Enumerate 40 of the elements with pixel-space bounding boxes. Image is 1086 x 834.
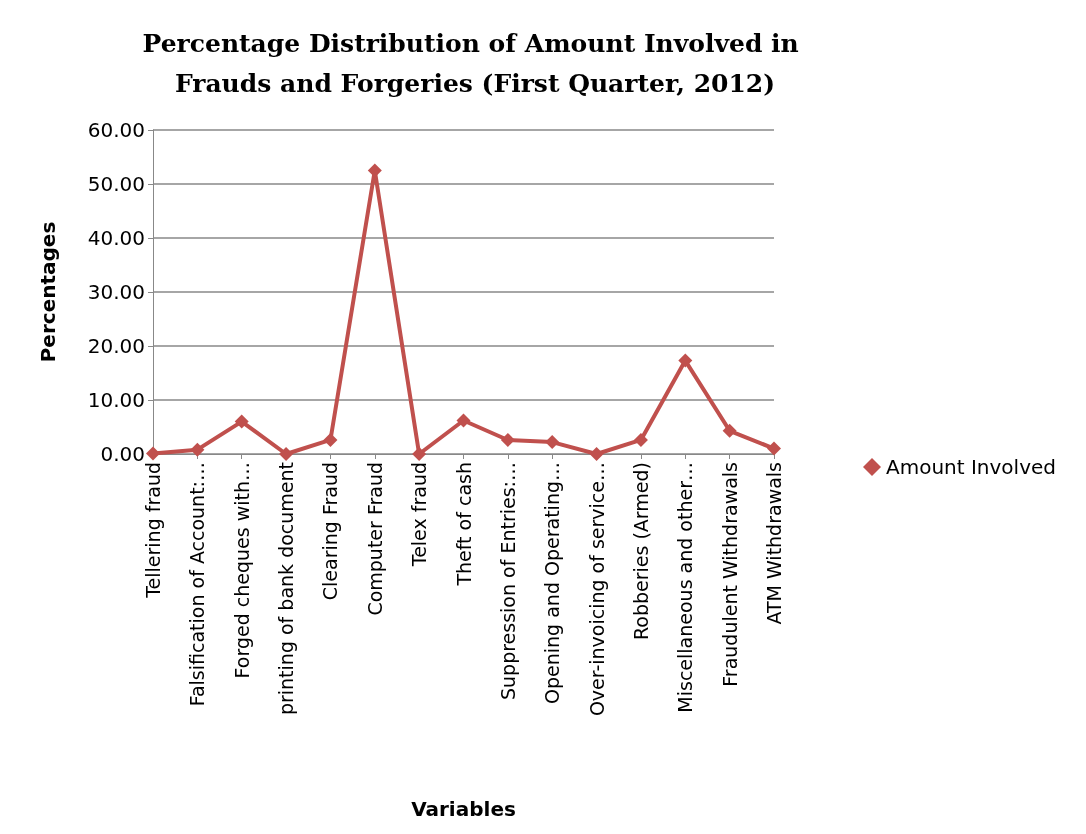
point: [633, 432, 648, 447]
point: [146, 446, 160, 461]
x-tick-label: Tellering fraud: [142, 462, 164, 599]
x-axis-title: Variables: [411, 797, 516, 821]
x-tick-label: Suppression of Entries:…: [496, 462, 519, 701]
y-tick-label: 30.00: [87, 280, 145, 304]
x-tick-label: Falsification of Account:…: [186, 462, 209, 707]
x-tick-label: printing of bank document: [275, 462, 298, 716]
x-tick-label: Theft of cash: [452, 462, 475, 587]
y-tick-label: 60.00: [87, 118, 145, 142]
point: [279, 447, 294, 461]
point: [190, 442, 205, 457]
x-tick-label: ATM Withdrawals: [763, 462, 785, 625]
x-tick-label: Robberies (Armed): [629, 462, 652, 641]
x-tick-label: Opening and Operating…: [541, 462, 564, 704]
y-tick-label: 50.00: [87, 172, 145, 196]
y-axis-title: Percentages: [36, 221, 60, 363]
x-tick-label: Miscellaneous and other…: [674, 462, 697, 713]
x-tick-label: Fraudulent Withdrawals: [718, 462, 741, 687]
y-tick-label: 20.00: [87, 334, 145, 358]
y-tick-label: 0.00: [100, 442, 145, 466]
point: [323, 432, 338, 447]
x-tick-label: Computer Fraud: [363, 462, 386, 616]
chart-title: Percentage Distribution of Amount Involved in Frauds and Forgeries (First Quarter, 2012): [142, 28, 808, 98]
point: [545, 435, 560, 450]
point: [412, 447, 427, 461]
legend-label: Amount Involved: [886, 455, 1057, 479]
point: [589, 447, 604, 461]
x-tick-label: Over-invoicing of service…: [585, 462, 608, 717]
x-tick-label: Telex fraud: [408, 462, 431, 568]
x-tick-label: Forged cheques with…: [230, 462, 253, 679]
y-tick-label: 10.00: [87, 388, 145, 412]
point: [456, 413, 471, 428]
y-tick-label: 40.00: [87, 226, 145, 250]
point: [722, 423, 737, 438]
point: [500, 432, 515, 447]
x-tick-label: Clearing Fraud: [319, 462, 342, 601]
point: [767, 441, 781, 456]
point: [678, 353, 693, 368]
point: [234, 414, 249, 429]
